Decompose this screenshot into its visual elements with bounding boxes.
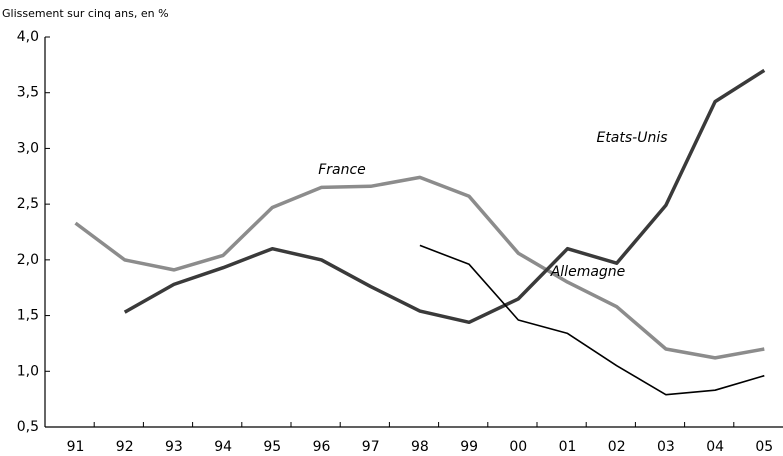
y-tick-label: 3,5 (17, 85, 39, 101)
y-axis-label: Glissement sur cinq ans, en % (2, 7, 169, 20)
x-tick-label: 05 (755, 439, 773, 455)
x-tick-label: 95 (263, 439, 281, 455)
x-tick-label: 91 (67, 439, 85, 455)
x-tick-label: 92 (116, 439, 134, 455)
x-tick-label: 99 (460, 439, 478, 455)
y-tick-label: 2,5 (17, 196, 39, 212)
x-tick-label: 97 (362, 439, 380, 455)
series-label: Allemagne (550, 264, 626, 280)
y-tick-label: 1,0 (17, 363, 39, 379)
series-line (419, 244, 765, 396)
series-line (123, 68, 766, 325)
series-label: France (318, 162, 366, 178)
x-tick-label: 93 (165, 439, 183, 455)
x-tick-label: 02 (608, 439, 626, 455)
y-tick-label: 2,0 (17, 252, 39, 268)
series-line (74, 175, 765, 360)
y-tick-label: 4,0 (17, 29, 39, 45)
y-tick-label: 1,5 (17, 308, 39, 324)
x-tick-label: 03 (657, 439, 675, 455)
x-tick-label: 96 (313, 439, 331, 455)
x-tick-label: 01 (559, 439, 577, 455)
series-label: Etats-Unis (596, 130, 667, 146)
x-tick-label: 94 (214, 439, 232, 455)
x-tick-label: 04 (706, 439, 724, 455)
y-tick-label: 3,0 (17, 140, 39, 156)
x-tick-label: 98 (411, 439, 429, 455)
y-tick-label: 0,5 (17, 419, 39, 435)
x-tick-label: 00 (509, 439, 527, 455)
